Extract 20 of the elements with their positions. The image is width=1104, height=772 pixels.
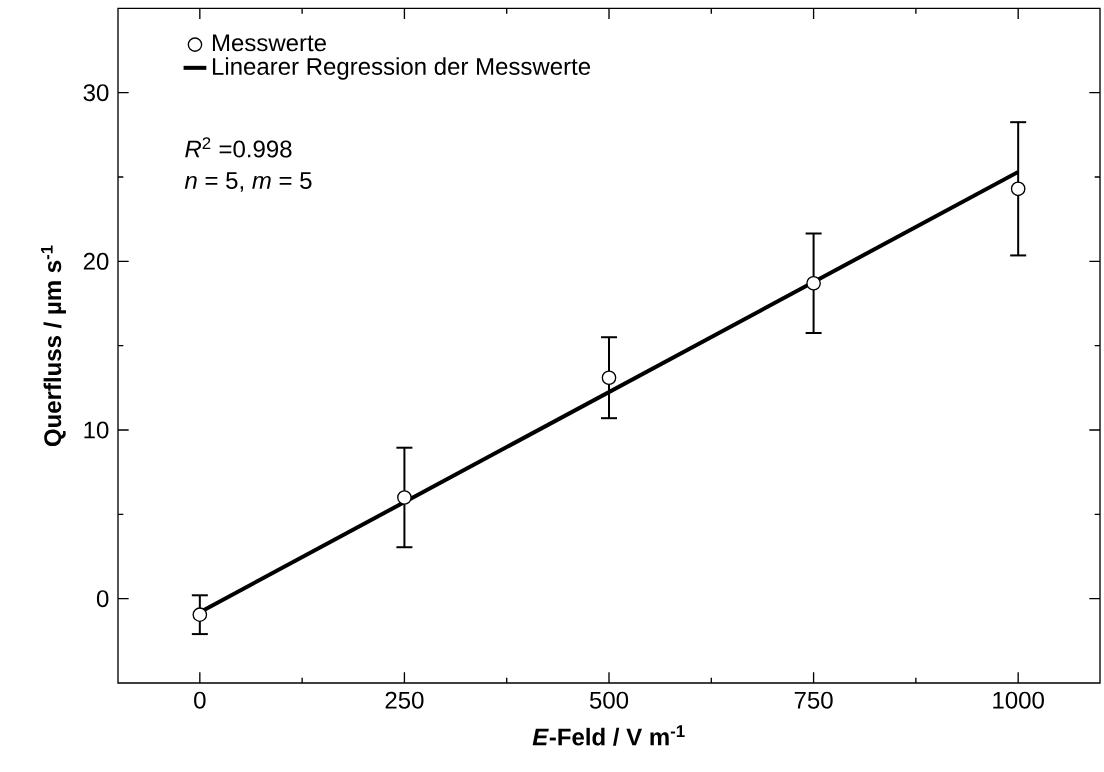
y-tick-label: 0 [96, 590, 109, 608]
point [601, 370, 617, 386]
y-tick-label: 30 [83, 84, 109, 102]
x-axis-title: E-Feld / V m$^{-1}$ [532, 725, 685, 746]
x-tick-label: 500 [589, 691, 629, 709]
legend-label: Messwerte [212, 34, 326, 52]
x-tick-label: 1000 [993, 691, 1044, 709]
y-axis-title: Querfluss / µm s$^{-1}$ [41, 245, 66, 447]
point [397, 490, 412, 505]
legend-label: Linearer Regression der Messwerte [212, 57, 591, 80]
annotation: n = 5, m = 5 [184, 172, 312, 192]
x-tick-label: 0 [194, 691, 206, 709]
point [1010, 181, 1026, 197]
y-tick-label: 10 [84, 421, 109, 439]
x-tick-label: 750 [794, 691, 833, 709]
point [192, 607, 208, 623]
x-tick-label: 250 [385, 691, 424, 709]
point [806, 275, 821, 291]
y-tick-label: 20 [83, 252, 109, 270]
annotation: R$^{2}$ =0.998 [185, 137, 292, 158]
